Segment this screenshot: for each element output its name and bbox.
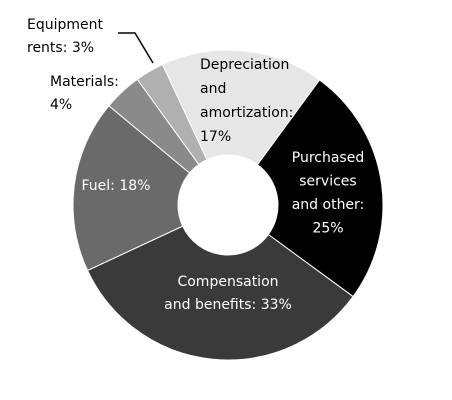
slice-label: and benefits: 33% — [164, 297, 292, 313]
slice-label: services — [299, 174, 356, 190]
slice-label: Depreciation — [200, 57, 289, 73]
donut-slice — [256, 79, 384, 298]
slice-label: amortization: — [200, 105, 293, 121]
slice-label: Equipment — [27, 17, 104, 33]
slice-label: and — [200, 81, 226, 97]
slice-label: 4% — [50, 97, 72, 113]
donut-slice — [86, 225, 354, 361]
slice-label: 25% — [312, 221, 343, 237]
donut-slice — [72, 105, 191, 272]
slice-label: rents: 3% — [27, 40, 94, 56]
donut-slice — [136, 63, 208, 166]
slice-label: Purchased — [292, 150, 364, 166]
leader-line — [118, 32, 154, 64]
donut-slice — [161, 49, 321, 166]
slice-label: Fuel: 18% — [82, 178, 151, 194]
slice-label: 17% — [200, 129, 231, 145]
slice-label: and other: — [292, 197, 365, 213]
slice-label: Materials: — [50, 74, 119, 90]
slice-label: Compensation — [177, 274, 278, 290]
